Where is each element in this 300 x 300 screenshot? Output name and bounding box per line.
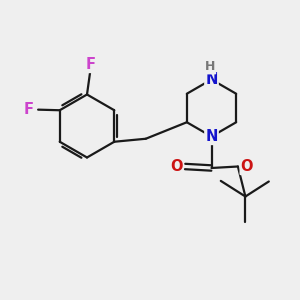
Text: F: F: [24, 102, 34, 117]
Text: O: O: [241, 159, 253, 174]
Text: H: H: [205, 60, 215, 74]
Text: N: N: [205, 72, 218, 87]
Text: O: O: [170, 159, 182, 174]
Text: F: F: [85, 57, 96, 72]
Text: N: N: [205, 129, 218, 144]
